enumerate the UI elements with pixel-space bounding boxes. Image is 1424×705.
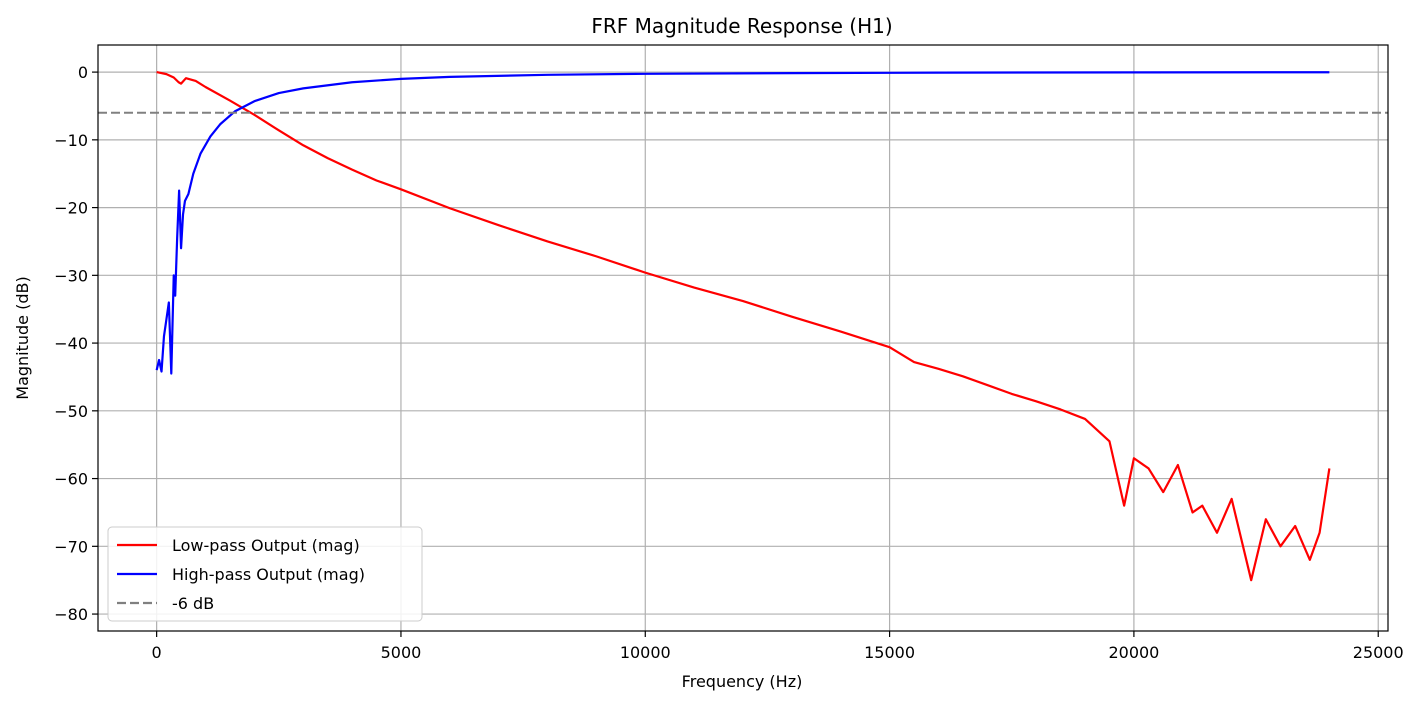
y-tick-label: −80	[54, 605, 88, 624]
y-tick-label: −10	[54, 131, 88, 150]
legend-box	[107, 526, 423, 622]
plot-lines	[98, 71, 1388, 582]
y-axis-title: Magnitude (dB)	[13, 276, 32, 399]
x-tick-label: 0	[152, 643, 162, 662]
x-tick-label: 5000	[381, 643, 422, 662]
x-ticks: 0 5000 10000 15000 20000 25000	[152, 631, 1404, 662]
legend: Low-pass Output (mag) High-pass Output (m…	[107, 526, 423, 622]
legend-label: -6 dB	[172, 594, 214, 613]
x-tick-label: 25000	[1353, 643, 1404, 662]
y-tick-label: 0	[78, 63, 88, 82]
x-tick-label: 20000	[1108, 643, 1159, 662]
x-axis-title: Frequency (Hz)	[682, 672, 803, 691]
legend-label: High-pass Output (mag)	[172, 565, 365, 584]
y-ticks: 0 −10 −20 −30 −40 −50 −60 −70 −80	[54, 63, 98, 624]
legend-label: Low-pass Output (mag)	[172, 536, 360, 555]
grid	[98, 45, 1388, 631]
x-tick-label: 15000	[864, 643, 915, 662]
x-tick-label: 10000	[620, 643, 671, 662]
chart-title: FRF Magnitude Response (H1)	[591, 14, 892, 38]
y-tick-label: −70	[54, 537, 88, 556]
y-tick-label: −30	[54, 266, 88, 285]
y-tick-label: −40	[54, 334, 88, 353]
y-tick-label: −60	[54, 470, 88, 489]
y-tick-label: −50	[54, 402, 88, 421]
plot-frame	[97, 44, 1389, 632]
y-tick-label: −20	[54, 199, 88, 218]
series-line-low-pass-output-mag	[156, 71, 1331, 582]
series-line-high-pass-output-mag	[155, 71, 1330, 375]
